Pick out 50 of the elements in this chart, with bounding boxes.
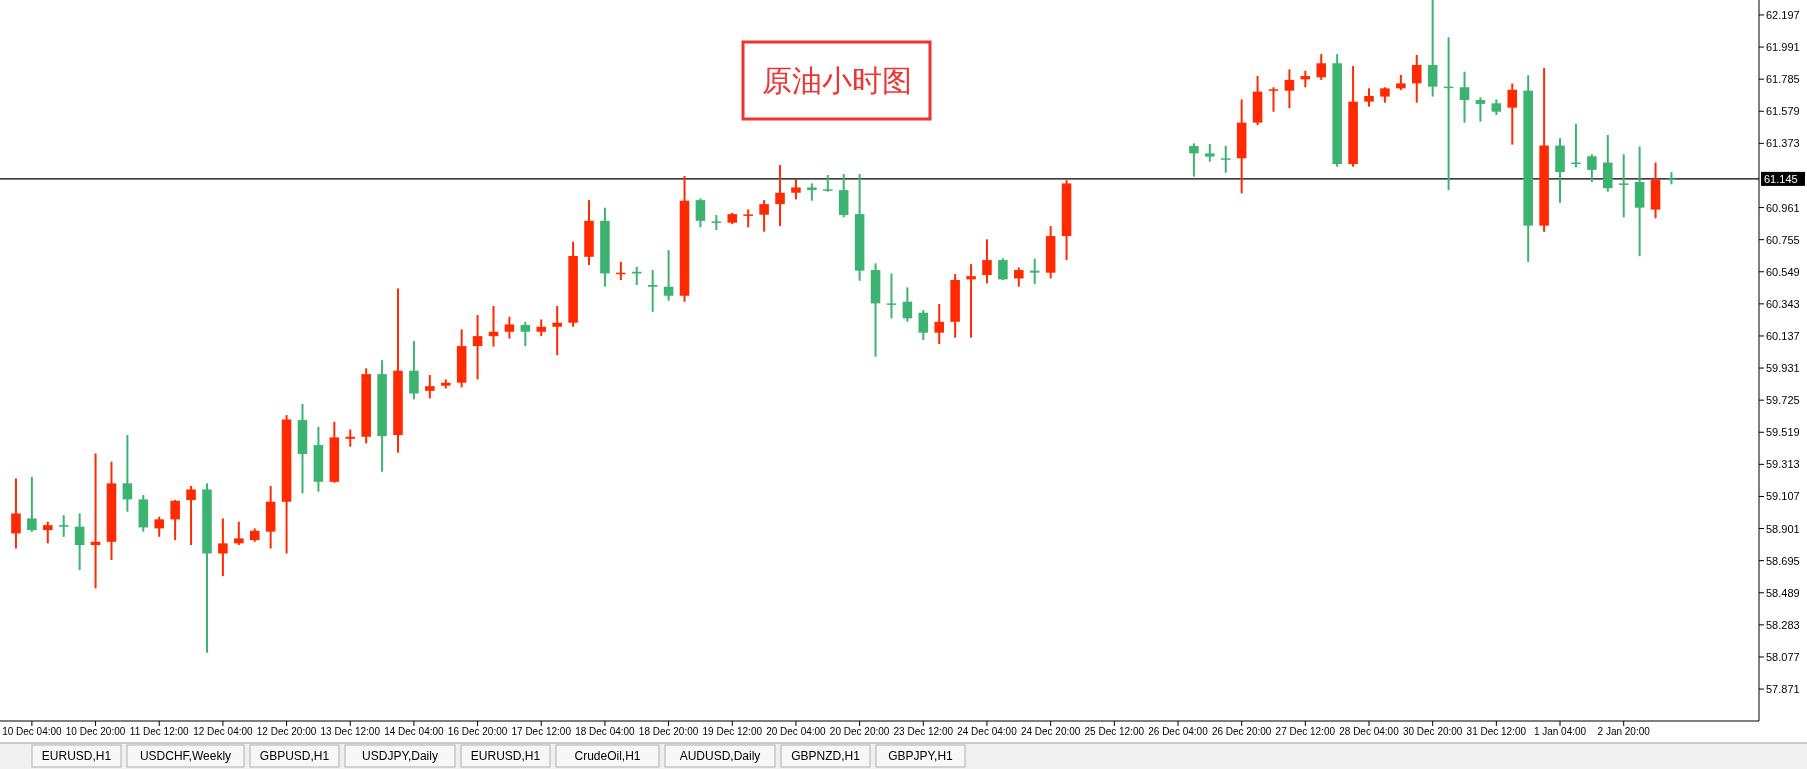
x-tick-label: 24 Dec 20:00: [1020, 726, 1081, 737]
y-tick-label: 59.931: [1766, 362, 1800, 375]
y-tick-label: 57.871: [1766, 683, 1800, 696]
y-tick-label: 58.695: [1766, 554, 1800, 567]
x-tick-label: 24 Dec 04:00: [957, 726, 1018, 737]
x-tick-label: 19 Dec 12:00: [702, 726, 763, 737]
y-tick-label: 59.313: [1766, 458, 1800, 471]
y-tick-label: 58.077: [1766, 650, 1800, 663]
y-tick-label: 59.519: [1766, 426, 1800, 439]
x-tick-label: 14 Dec 04:00: [384, 726, 445, 737]
title: 原油小时图: [741, 40, 932, 121]
x-tick-label: 1 Jan 04:00: [1533, 726, 1587, 737]
x-tick-label: 18 Dec 20:00: [638, 726, 699, 737]
y-tick-label: 61.991: [1766, 41, 1800, 54]
y-tick-label: 60.137: [1766, 329, 1800, 342]
x-tick-label: 27 Dec 12:00: [1275, 726, 1336, 737]
x-tick-label: 17 Dec 12:00: [511, 726, 572, 737]
tabs: EURUSD,H1 USDCHF,Weekly GBPUSD,H1 USDJPY,Daily EURUSD,H1 CrudeOil,H1 AUDUSD,Daily GBPNZD,H1 GBPJPY,H1: [0, 742, 1807, 769]
x-tick-label: 10 Dec 04:00: [2, 726, 63, 737]
x-tick-label: 28 Dec 04:00: [1339, 726, 1400, 737]
x-tick-label: 20 Dec 04:00: [766, 726, 827, 737]
x-tick-label: 13 Dec 12:00: [320, 726, 381, 737]
x-tick-label: 20 Dec 20:00: [829, 726, 890, 737]
y-tick-label: 61.785: [1766, 73, 1800, 86]
y-tick-label: 62.197: [1766, 8, 1800, 21]
x-tick-label: 12 Dec 20:00: [256, 726, 317, 737]
x-tick-label: 11 Dec 12:00: [129, 726, 190, 737]
y-tick-label: 58.901: [1766, 522, 1800, 535]
ref-line-label: 61.145: [1764, 172, 1798, 185]
x-tick-label: 26 Dec 04:00: [1148, 726, 1209, 737]
y-tick-label: 61.373: [1766, 137, 1800, 150]
x-tick-label: 2 Jan 20:00: [1597, 726, 1651, 737]
x-tick-label: 23 Dec 12:00: [893, 726, 954, 737]
y-tick-label: 58.489: [1766, 586, 1800, 599]
x-tick-label: 18 Dec 04:00: [575, 726, 636, 737]
y-tick-label: 59.107: [1766, 490, 1800, 503]
y-tick-label: 61.579: [1766, 105, 1800, 118]
y-tick-label: 60.961: [1766, 201, 1800, 214]
y-tick-label: 60.343: [1766, 297, 1800, 310]
y-tick-label: 58.283: [1766, 618, 1800, 631]
x-tick-label: 31 Dec 12:00: [1466, 726, 1527, 737]
y-tick-label: 60.755: [1766, 233, 1800, 246]
x-tick-label: 26 Dec 20:00: [1211, 726, 1272, 737]
x-tick-label: 25 Dec 12:00: [1084, 726, 1145, 737]
y-tick-label: 60.549: [1766, 265, 1800, 278]
x-tick-label: 30 Dec 20:00: [1402, 726, 1463, 737]
y-tick-label: 59.725: [1766, 394, 1800, 407]
x-tick-label: 16 Dec 20:00: [447, 726, 508, 737]
x-tick-label: 10 Dec 20:00: [65, 726, 126, 737]
x-tick-label: 12 Dec 04:00: [193, 726, 254, 737]
